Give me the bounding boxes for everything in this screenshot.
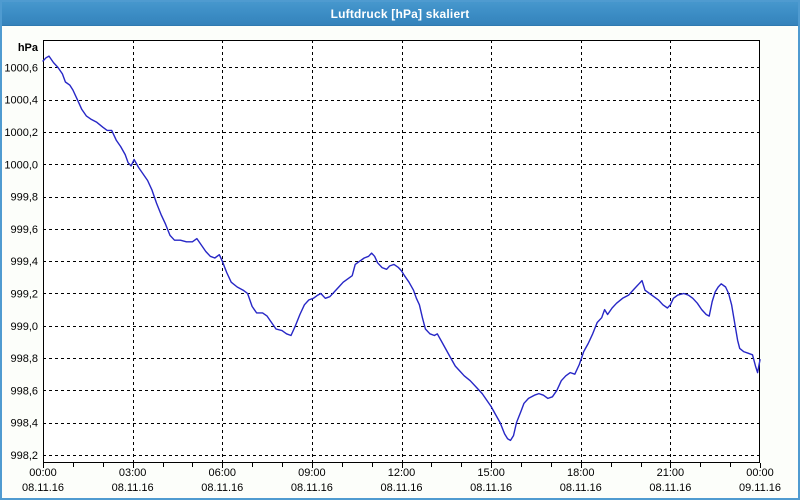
x-tick-date-label: 08.11.16 xyxy=(201,482,243,494)
x-tick-time-label: 00:00 xyxy=(746,467,774,479)
x-tick-time-label: 06:00 xyxy=(208,467,236,479)
x-tick-date-label: 08.11.16 xyxy=(22,482,64,494)
x-tick-time-label: 21:00 xyxy=(657,467,685,479)
y-axis-unit-label: hPa xyxy=(18,42,39,54)
x-tick-date-label: 08.11.16 xyxy=(560,482,602,494)
x-tick-time-label: 00:00 xyxy=(29,467,57,479)
x-tick-date-label: 08.11.16 xyxy=(649,482,691,494)
y-tick-label: 999,4 xyxy=(10,256,38,268)
x-tick-date-label: 08.11.16 xyxy=(380,482,422,494)
x-tick-date-label: 09.11.16 xyxy=(739,482,781,494)
plot-area xyxy=(43,40,760,463)
x-tick-date-label: 08.11.16 xyxy=(112,482,154,494)
y-tick-label: 998,8 xyxy=(10,353,38,365)
y-tick-label: 999,6 xyxy=(10,224,38,236)
y-tick-label: 1000,0 xyxy=(4,159,38,171)
y-tick-label: 999,8 xyxy=(10,192,38,204)
plot-border xyxy=(43,40,760,463)
x-tick-date-label: 08.11.16 xyxy=(470,482,512,494)
chart-title-bar: Luftdruck [hPa] skaliert xyxy=(2,2,798,26)
y-tick-label: 998,4 xyxy=(10,418,38,430)
x-tick-date-label: 08.11.16 xyxy=(291,482,333,494)
y-tick-label: 1000,6 xyxy=(4,62,38,74)
chart-title: Luftdruck [hPa] skaliert xyxy=(330,6,470,21)
pressure-chart: 1000,6 1000,4 1000,2 1000,0 999,8 999,6 999,4 9… xyxy=(4,40,781,494)
y-tick-label: 1000,2 xyxy=(4,127,38,139)
y-tick-label: 999,2 xyxy=(10,288,38,300)
x-tick-time-label: 12:00 xyxy=(388,467,416,479)
x-tick-time-label: 18:00 xyxy=(567,467,595,479)
y-tick-label: 998,2 xyxy=(10,450,38,462)
x-tick-time-label: 09:00 xyxy=(298,467,326,479)
pressure-line xyxy=(42,55,761,442)
x-tick-time-label: 15:00 xyxy=(477,467,505,479)
y-tick-label: 999,0 xyxy=(10,321,38,333)
y-tick-label: 1000,4 xyxy=(4,95,38,107)
y-tick-label: 998,6 xyxy=(10,385,38,397)
x-tick-time-label: 03:00 xyxy=(119,467,147,479)
